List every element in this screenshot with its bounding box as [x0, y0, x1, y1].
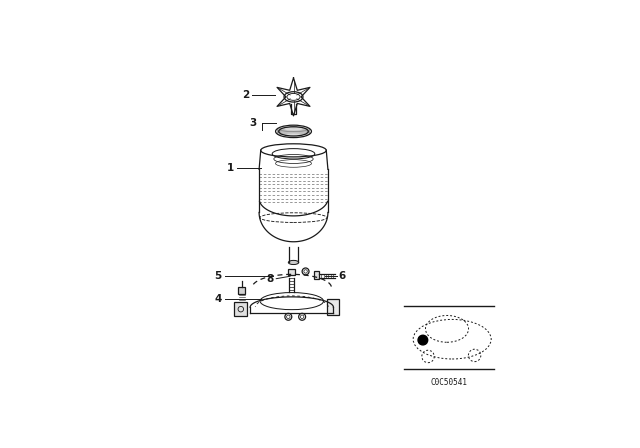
Text: 4: 4 [214, 294, 221, 304]
Text: 2: 2 [242, 90, 250, 100]
Text: 3: 3 [250, 118, 257, 128]
Text: 6: 6 [339, 271, 346, 281]
Circle shape [418, 335, 428, 345]
FancyBboxPatch shape [237, 287, 245, 293]
FancyBboxPatch shape [289, 269, 295, 275]
Text: 5: 5 [214, 271, 221, 281]
FancyBboxPatch shape [327, 298, 339, 315]
Text: 1: 1 [227, 163, 234, 172]
Ellipse shape [289, 260, 299, 264]
Text: 8: 8 [266, 274, 273, 284]
FancyBboxPatch shape [234, 302, 248, 316]
Text: C0C50541: C0C50541 [430, 378, 467, 387]
FancyBboxPatch shape [314, 271, 319, 279]
